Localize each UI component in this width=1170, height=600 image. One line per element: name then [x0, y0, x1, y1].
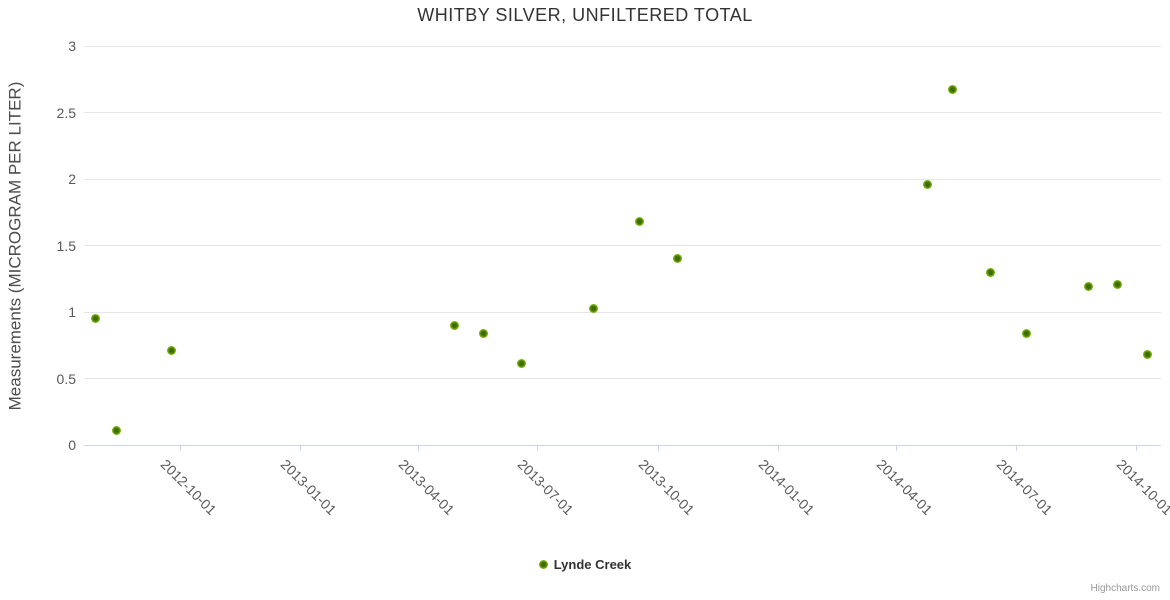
y-axis-tick-label: 0.5: [56, 370, 76, 387]
x-axis-tick: [657, 445, 659, 451]
gridline: [84, 311, 1161, 313]
x-axis-tick: [896, 445, 898, 451]
x-axis-tick: [179, 445, 181, 451]
data-point[interactable]: [1113, 279, 1123, 289]
y-axis-tick-label: 1: [68, 304, 76, 320]
data-point[interactable]: [635, 217, 645, 227]
y-axis-tick-label: 0: [68, 437, 76, 453]
x-axis-tick-label: 2012-10-01: [157, 456, 220, 518]
x-axis-tick-label: 2014-04-01: [874, 456, 936, 518]
x-axis-tick: [418, 445, 420, 451]
x-axis-tick-label: 2013-10-01: [635, 456, 698, 518]
legend: Lynde Creek: [0, 557, 1170, 572]
data-point[interactable]: [479, 328, 489, 338]
data-point[interactable]: [589, 303, 599, 313]
data-point[interactable]: [1021, 328, 1031, 338]
gridline: [84, 245, 1161, 246]
data-point[interactable]: [1143, 350, 1153, 360]
gridline: [84, 112, 1161, 113]
x-axis-tick: [300, 445, 302, 451]
y-axis-tick-label: 2.5: [56, 104, 76, 121]
data-point[interactable]: [673, 254, 683, 264]
x-axis-line: [84, 445, 1161, 446]
legend-item-lynde-creek[interactable]: Lynde Creek: [538, 557, 632, 572]
x-axis-tick-label: 2014-01-01: [756, 456, 819, 518]
y-axis-tick-label: 3: [68, 38, 76, 54]
chart-title: WHITBY SILVER, UNFILTERED TOTAL: [417, 5, 753, 25]
data-point[interactable]: [986, 267, 996, 277]
data-point[interactable]: [1084, 282, 1094, 292]
x-axis-tick: [778, 445, 780, 451]
gridline: [84, 45, 1161, 47]
data-point[interactable]: [948, 85, 958, 95]
y-axis-tick-label: 2: [68, 171, 76, 187]
x-axis-tick: [1136, 445, 1138, 451]
plot-area: [84, 45, 1161, 451]
x-axis-tick-label: 2013-01-01: [277, 456, 340, 518]
x-axis-tick-label: 2013-04-01: [395, 456, 458, 518]
x-axis-tick-label: 2014-07-01: [993, 456, 1056, 518]
highcharts-credit-link[interactable]: Highcharts.com: [1090, 583, 1160, 594]
x-axis-tick-label: 2014-10-01: [1113, 456, 1170, 518]
gridline: [84, 378, 1161, 379]
data-point[interactable]: [91, 314, 101, 324]
data-point[interactable]: [167, 346, 177, 356]
x-axis-tick: [537, 445, 539, 451]
data-point[interactable]: [923, 179, 933, 189]
x-axis-tick-label: 2013-07-01: [515, 456, 577, 518]
x-axis-tick: [1015, 445, 1017, 451]
y-axis-tick-label: 1.5: [56, 237, 76, 254]
data-point[interactable]: [450, 320, 460, 330]
data-point[interactable]: [517, 359, 527, 369]
legend-marker-icon: [538, 560, 548, 569]
data-point[interactable]: [112, 425, 122, 435]
gridline: [84, 178, 1161, 180]
legend-label: Lynde Creek: [553, 557, 632, 572]
